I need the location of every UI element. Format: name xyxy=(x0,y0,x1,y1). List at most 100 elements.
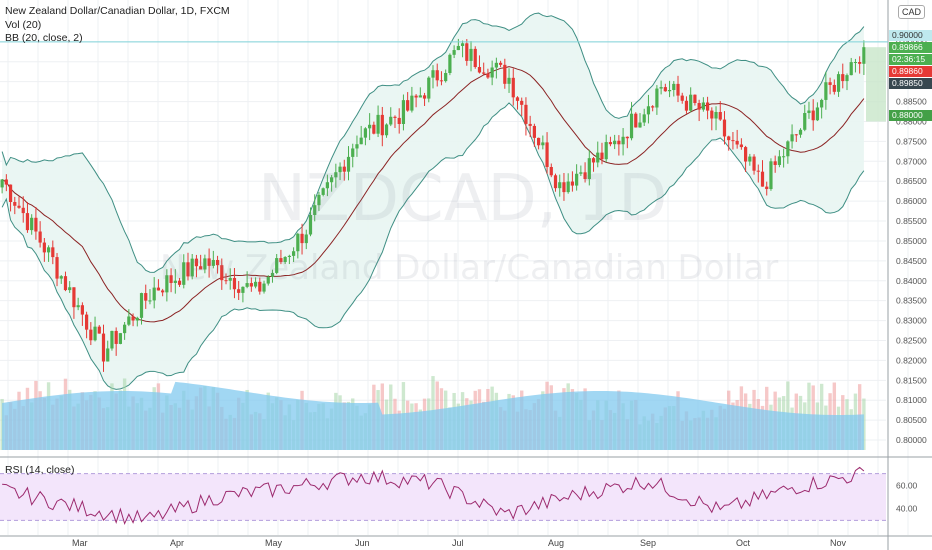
currency-button[interactable]: CAD xyxy=(898,5,926,19)
candle-body xyxy=(794,134,798,136)
candle-body xyxy=(8,184,13,203)
candle-body xyxy=(330,177,334,183)
candle-body xyxy=(338,166,342,173)
candle-body xyxy=(452,50,456,55)
candle-body xyxy=(4,179,8,185)
candle-body xyxy=(444,72,448,82)
candle-body xyxy=(389,116,393,125)
candle-body xyxy=(705,102,710,111)
candle-body xyxy=(562,182,566,193)
candle-body xyxy=(372,124,376,134)
candle-body xyxy=(558,182,562,189)
candle-body xyxy=(190,258,194,277)
candle-body xyxy=(469,48,473,61)
candle-body xyxy=(752,156,756,171)
candle-body xyxy=(384,124,389,136)
candle-body xyxy=(672,83,676,91)
candle-body xyxy=(55,257,59,279)
candle-body xyxy=(528,123,532,126)
time-tick-label: Mar xyxy=(72,538,88,548)
candle-body xyxy=(727,136,731,141)
price-tick-label: 0.81000 xyxy=(896,395,927,405)
candle-body xyxy=(101,333,106,362)
candle-body xyxy=(731,140,735,142)
candle-body xyxy=(845,75,849,82)
candle-body xyxy=(537,137,541,146)
bollinger-legend[interactable]: BB (20, close, 2) xyxy=(5,32,83,44)
candle-body xyxy=(34,217,38,232)
candle-body xyxy=(317,194,321,206)
candle-body xyxy=(220,265,224,281)
candle-body xyxy=(427,77,431,99)
candle-body xyxy=(858,61,862,64)
candle-body xyxy=(604,142,608,160)
candle-body xyxy=(401,100,406,124)
candle-body xyxy=(46,247,51,253)
candle-body xyxy=(507,77,511,84)
candle-body xyxy=(642,114,646,123)
candle-body xyxy=(524,104,528,124)
candle-body xyxy=(262,283,266,292)
candle-body xyxy=(169,275,173,283)
candle-body xyxy=(144,293,148,301)
price-tick-label: 0.82000 xyxy=(896,355,927,365)
candle-body xyxy=(207,258,211,266)
price-tick-label: 0.80500 xyxy=(896,415,927,425)
candle-body xyxy=(313,205,317,215)
candle-body xyxy=(266,276,270,284)
price-tag: 0.89850 xyxy=(889,78,932,89)
candle-body xyxy=(613,140,617,145)
candle-body xyxy=(693,94,697,104)
candle-body xyxy=(651,106,655,108)
candle-body xyxy=(532,125,536,138)
candle-body xyxy=(156,287,161,291)
candle-body xyxy=(127,316,131,325)
candle-body xyxy=(203,258,207,270)
candle-body xyxy=(625,136,629,139)
volume-ma-area xyxy=(2,381,864,450)
candle-body xyxy=(456,45,460,51)
candle-body xyxy=(494,62,498,68)
candle-body xyxy=(566,181,570,193)
candle-body xyxy=(346,156,351,172)
candle-body xyxy=(291,251,296,256)
candle-body xyxy=(68,287,72,291)
candle-body xyxy=(304,234,308,244)
candle-body xyxy=(414,95,418,98)
candle-body xyxy=(600,152,604,160)
candle-body xyxy=(722,119,727,137)
price-tick-label: 0.88000 xyxy=(896,116,927,126)
candle-body xyxy=(790,134,794,142)
candle-body xyxy=(549,167,553,176)
time-tick-label: Sep xyxy=(640,538,656,548)
candle-body xyxy=(448,54,452,73)
price-tick-label: 0.81500 xyxy=(896,375,927,385)
candle-body xyxy=(0,179,4,188)
candle-body xyxy=(541,142,545,146)
candle-body xyxy=(608,142,613,145)
candle-body xyxy=(862,47,866,64)
candle-body xyxy=(118,333,123,344)
candle-body xyxy=(93,326,97,341)
candle-body xyxy=(300,233,304,244)
bb-lower xyxy=(1,102,865,390)
candle-body xyxy=(59,276,63,279)
candle-body xyxy=(161,290,165,293)
candle-body xyxy=(503,64,507,84)
candle-body xyxy=(241,286,245,293)
candle-body xyxy=(473,48,477,68)
price-axis: 0.900000.895000.890000.885000.880000.875… xyxy=(896,37,927,514)
price-tick-label: 0.83500 xyxy=(896,296,927,306)
candle-body xyxy=(718,111,722,120)
candle-body xyxy=(283,256,287,263)
price-tick-label: 0.80000 xyxy=(896,435,927,445)
candle-body xyxy=(477,67,482,73)
candle-body xyxy=(232,277,237,290)
rsi-legend[interactable]: RSI (14, close) xyxy=(5,464,75,476)
candle-body xyxy=(135,317,139,321)
volume-legend[interactable]: Vol (20) xyxy=(5,19,42,31)
time-tick-label: Nov xyxy=(830,538,847,548)
candle-body xyxy=(701,102,705,110)
candle-body xyxy=(646,106,651,115)
